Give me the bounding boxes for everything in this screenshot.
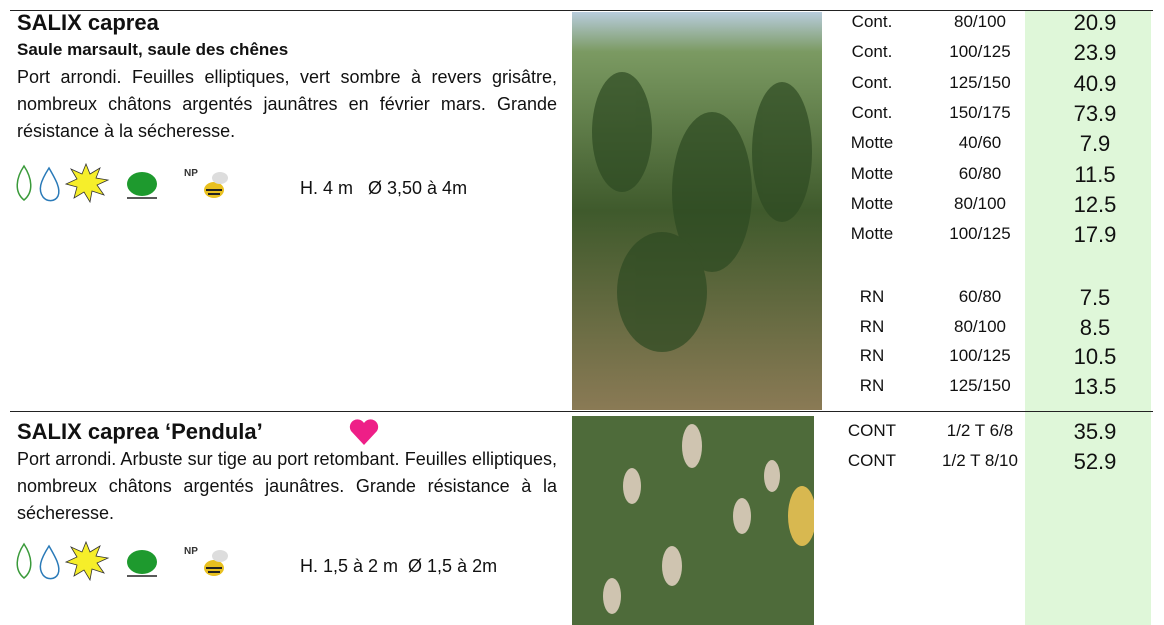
size: 125/150 (949, 72, 1011, 92)
container-type: Motte (850, 133, 894, 153)
product-title: SALIX caprea (17, 10, 159, 35)
size: 60/80 (958, 163, 1002, 183)
separator (10, 411, 1153, 412)
size: 60/80 (958, 287, 1002, 306)
price: 73.9 (1073, 100, 1117, 126)
price: 35.9 (1073, 419, 1117, 444)
price: 8.5 (1079, 314, 1111, 340)
container-type: CONT (847, 421, 897, 440)
dimensions: H. 1,5 à 2 m Ø 1,5 à 2m (300, 556, 498, 576)
container-type: RN (859, 346, 885, 365)
photo (572, 12, 822, 410)
price: 52.9 (1073, 449, 1117, 474)
size: 125/150 (949, 375, 1011, 395)
size: 100/125 (949, 42, 1011, 62)
icon-row: NP (16, 540, 228, 582)
size: 80/100 (954, 12, 1006, 31)
container-type: Cont. (851, 72, 893, 92)
separator (10, 10, 1153, 11)
container-type: RN (859, 375, 885, 395)
container-type: RN (859, 287, 885, 306)
price: 12.5 (1073, 191, 1117, 217)
price: 7.5 (1079, 285, 1111, 310)
price: 40.9 (1073, 70, 1117, 96)
icon-label: NP (184, 168, 198, 179)
favorite-heart (349, 419, 379, 445)
size: 100/125 (949, 346, 1011, 365)
product-description: Port arrondi. Feuilles elliptiques, vert… (17, 67, 557, 141)
size: 1/2 T 6/8 (946, 421, 1014, 440)
price: 7.9 (1079, 131, 1111, 157)
price-column (1025, 10, 1151, 625)
product-title: SALIX caprea ‘Pendula’ (17, 419, 263, 444)
size: 100/125 (949, 224, 1011, 244)
photo (572, 416, 814, 625)
size: 80/100 (954, 193, 1006, 213)
container-type: Cont. (851, 12, 893, 31)
price: 10.5 (1073, 344, 1117, 369)
icon-label: NP (184, 546, 198, 557)
size: 1/2 T 8/10 (942, 451, 1018, 470)
container-type: Cont. (851, 102, 893, 122)
price: 13.5 (1073, 373, 1117, 399)
product-subtitle: Saule marsault, saule des chênes (17, 40, 289, 59)
container-type: CONT (847, 451, 897, 470)
icon-row: NP (16, 162, 228, 204)
price: 23.9 (1073, 40, 1117, 66)
container-type: Cont. (851, 42, 893, 62)
container-type: RN (859, 316, 885, 336)
container-type: Motte (850, 163, 894, 183)
container-type: Motte (850, 193, 894, 213)
price: 17.9 (1073, 222, 1117, 248)
container-type: Motte (850, 224, 894, 244)
size: 150/175 (949, 102, 1011, 122)
size: 40/60 (958, 133, 1002, 153)
dimensions: H. 4 m Ø 3,50 à 4m (300, 178, 468, 198)
price: 20.9 (1073, 10, 1117, 35)
price: 11.5 (1074, 161, 1116, 187)
product-description: Port arrondi. Arbuste sur tige au port r… (17, 449, 557, 523)
size: 80/100 (954, 316, 1006, 336)
